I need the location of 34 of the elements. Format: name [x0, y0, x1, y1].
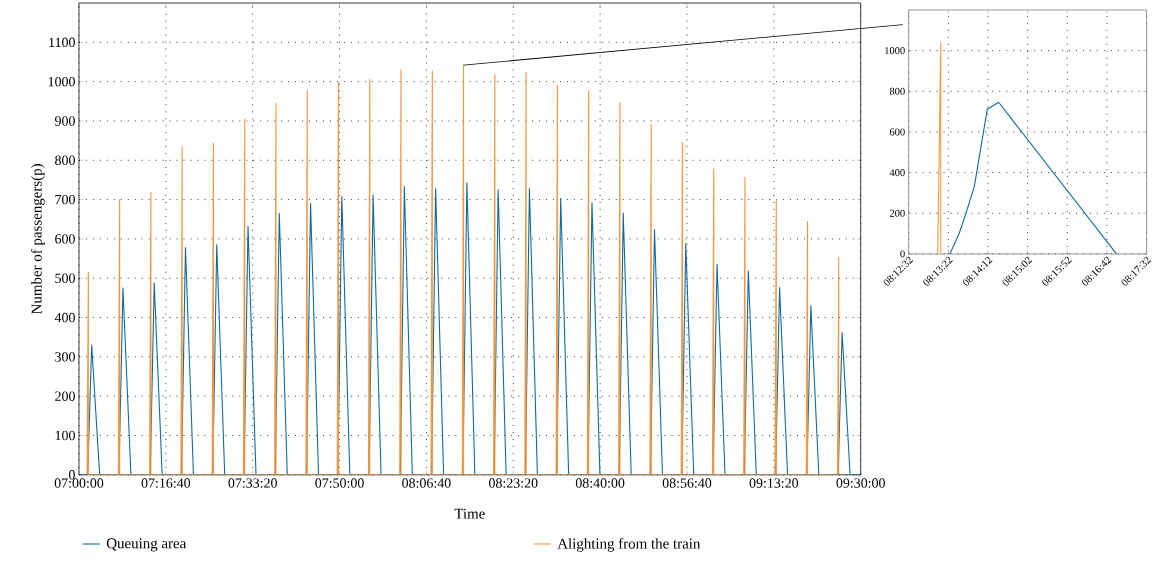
y-tick-label: 1000 [48, 77, 75, 87]
x-tick-label: 07:00:00 [54, 478, 104, 488]
y-tick-label: 400 [889, 169, 905, 177]
y-tick-label: 600 [889, 128, 905, 136]
y-tick-label: 900 [55, 116, 75, 126]
x-tick-label: 09:13:20 [749, 478, 799, 488]
x-tick-label: 07:50:00 [315, 478, 364, 488]
x-tick-label: 08:40:00 [575, 478, 625, 488]
y-tick-label: 600 [55, 234, 75, 244]
y-tick-label: 100 [55, 430, 75, 441]
y-tick-label: 200 [55, 391, 75, 401]
y-tick-label: 800 [889, 87, 905, 95]
y-tick-label: 1100 [49, 37, 75, 48]
y-tick-label: 0 [900, 250, 905, 258]
line-series [86, 64, 840, 475]
x-tick-label: 08:56:40 [662, 478, 712, 488]
legend-label: Alighting from the train [557, 538, 701, 552]
y-tick-label: 1000 [885, 47, 905, 55]
x-tick-label: 07:16:40 [141, 478, 191, 488]
y-tick-label: 700 [55, 194, 75, 205]
y-tick-label: 0 [69, 470, 75, 480]
y-tick-label: 200 [889, 209, 905, 217]
x-tick-label: 09:30:00 [836, 478, 885, 488]
line-series [949, 101, 1117, 255]
y-axis-title: Number of passengers(p) [31, 164, 45, 315]
y-tick-label: 500 [55, 273, 75, 284]
y-tick-label: 400 [54, 312, 75, 323]
legend-label: Queuing area [106, 538, 187, 552]
x-tick-label: 08:06:40 [402, 478, 451, 488]
x-tick-label: 07:33:20 [228, 478, 277, 488]
y-tick-label: 800 [55, 155, 75, 166]
y-tick-label: 300 [55, 352, 75, 362]
x-tick-label: 08:23:20 [489, 478, 538, 488]
x-axis-title: Time [454, 508, 485, 519]
